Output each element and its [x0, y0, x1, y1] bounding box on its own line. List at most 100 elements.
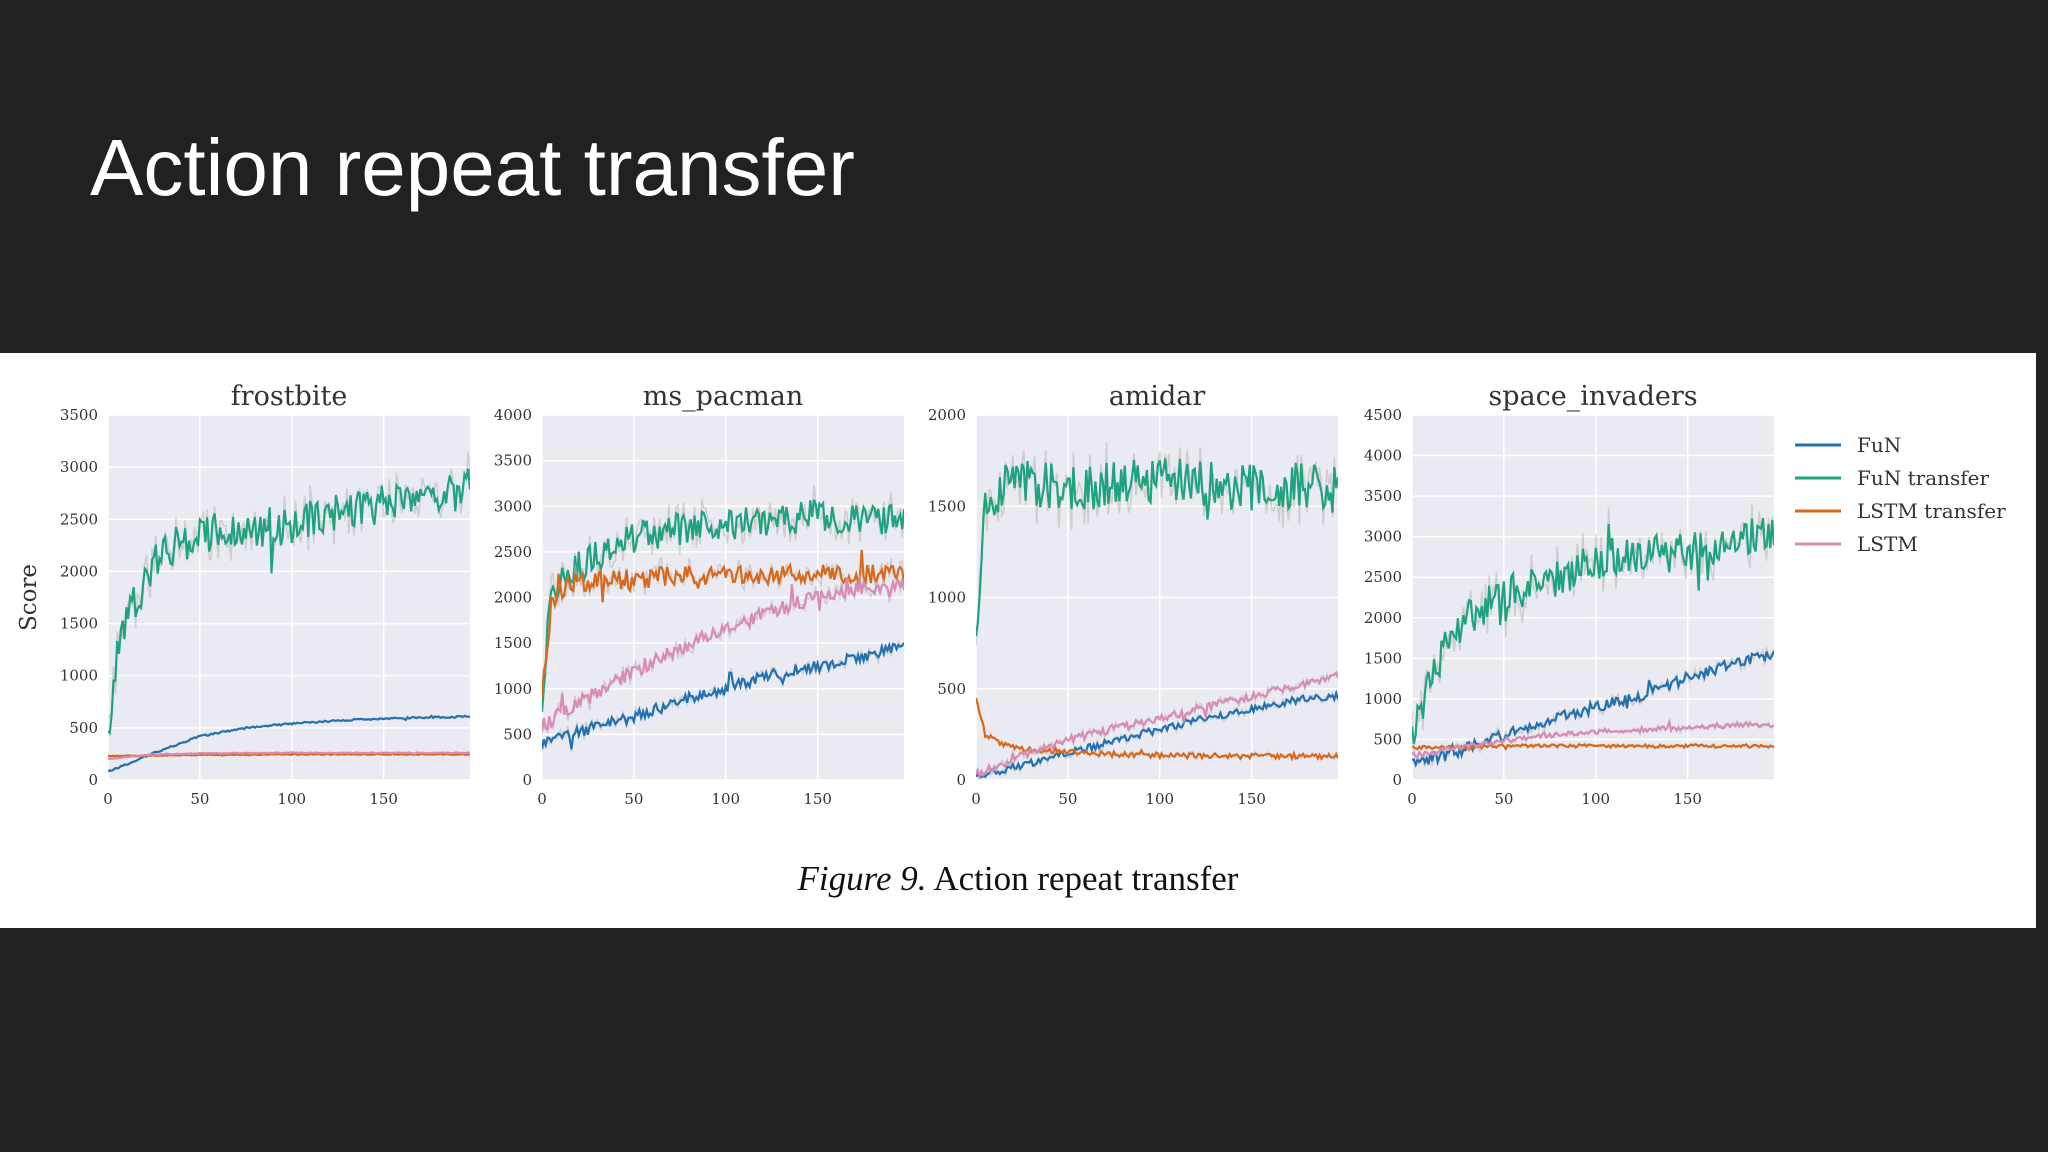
- subplot-title: space_invaders: [1488, 381, 1697, 412]
- subplot-space_invaders: 0 500 1000 1500 2000 2500 3000 3500 4000 4500 0 50 1…: [1364, 381, 1774, 808]
- series-lstm: [108, 751, 470, 761]
- x-tick-label: 50: [1494, 790, 1513, 808]
- x-tick-label: 100: [277, 790, 306, 808]
- subplot-amidar: 0 500 1000 1500 2000 0 50 100 150 amidar: [928, 381, 1338, 808]
- series-line: [1412, 718, 1774, 758]
- series-fun: [1412, 647, 1774, 769]
- x-tick-label: 100: [1145, 790, 1174, 808]
- series-lstm: [542, 574, 904, 735]
- y-tick-label: 0: [1392, 771, 1402, 789]
- series-lstm: [1412, 718, 1774, 760]
- series-line: [976, 458, 1338, 637]
- x-tick-label: 0: [103, 790, 113, 808]
- series-line: [1412, 650, 1774, 769]
- caption-label: Figure 9.: [797, 859, 927, 898]
- y-tick-label: 2500: [60, 510, 98, 528]
- series-lstm-transfer: [108, 751, 470, 758]
- y-tick-label: 1500: [60, 615, 98, 633]
- y-tick-label: 0: [88, 771, 98, 789]
- series-line: [108, 751, 470, 761]
- x-tick-label: 150: [803, 790, 832, 808]
- y-tick-label: 0: [956, 771, 966, 789]
- y-tick-label: 3500: [60, 406, 98, 424]
- figure-panel: 0 500 1000 1500 2000 2500 3000 3500 0 50 100 150 fro…: [0, 353, 2036, 928]
- legend-label: FuN: [1857, 433, 1901, 457]
- y-tick-label: 1000: [60, 667, 98, 685]
- x-tick-label: 150: [1673, 790, 1702, 808]
- x-tick-label: 0: [537, 790, 547, 808]
- subplot-title: ms_pacman: [643, 381, 804, 412]
- subplot-frostbite: 0 500 1000 1500 2000 2500 3000 3500 0 50 100 150 fro…: [16, 381, 470, 808]
- series-fun: [108, 714, 470, 773]
- subplot-title: frostbite: [231, 381, 348, 412]
- series-line: [976, 670, 1338, 780]
- series-fun: [976, 689, 1338, 780]
- figure-caption: Figure 9. Action repeat transfer: [0, 859, 2036, 899]
- legend-label: LSTM transfer: [1857, 499, 2006, 523]
- y-tick-label: 500: [1373, 730, 1402, 748]
- series-line: [542, 499, 904, 713]
- series-lstm: [976, 670, 1338, 780]
- x-tick-label: 0: [1407, 790, 1417, 808]
- x-tick-label: 0: [971, 790, 981, 808]
- y-tick-label: 3000: [60, 458, 98, 476]
- series-lstm-transfer: [1412, 741, 1774, 753]
- slide-title: Action repeat transfer: [90, 123, 855, 212]
- y-tick-label: 0: [522, 771, 532, 789]
- series-line: [108, 751, 470, 758]
- y-tick-label: 2000: [1364, 609, 1402, 627]
- y-tick-label: 2000: [928, 406, 966, 424]
- plot-area: [1412, 415, 1774, 780]
- x-tick-label: 50: [1058, 790, 1077, 808]
- series-line: [542, 641, 904, 750]
- legend: FuN FuN transfer LSTM transfer LSTM: [1795, 433, 2006, 556]
- subplot-title: amidar: [1109, 381, 1206, 412]
- y-tick-label: 500: [937, 680, 966, 698]
- y-tick-label: 3000: [1364, 528, 1402, 546]
- legend-label: FuN transfer: [1857, 466, 1990, 490]
- x-tick-label: 150: [369, 790, 398, 808]
- y-tick-label: 500: [503, 725, 532, 743]
- series-line: [1412, 742, 1774, 752]
- y-tick-label: 1000: [928, 589, 966, 607]
- series-line: [976, 689, 1338, 779]
- y-tick-label: 2000: [494, 589, 532, 607]
- y-tick-label: 1500: [928, 497, 966, 515]
- y-tick-label: 3000: [494, 497, 532, 515]
- y-tick-label: 2000: [60, 562, 98, 580]
- y-tick-label: 2500: [1364, 568, 1402, 586]
- caption-text: Action repeat transfer: [933, 859, 1239, 898]
- series-fun-transfer: [542, 485, 904, 713]
- y-tick-label: 4500: [1364, 406, 1402, 424]
- subplot-ms_pacman: 0 500 1000 1500 2000 2500 3000 3500 4000 0 50 100 15…: [494, 381, 904, 808]
- series-line: [1412, 518, 1774, 744]
- series-fun: [542, 639, 904, 753]
- y-tick-label: 3500: [1364, 487, 1402, 505]
- x-tick-label: 50: [190, 790, 209, 808]
- series-line: [108, 714, 470, 773]
- legend-label: LSTM: [1857, 532, 1918, 556]
- series-fun-transfer: [108, 452, 470, 736]
- y-tick-label: 1000: [1364, 690, 1402, 708]
- y-tick-label: 4000: [494, 406, 532, 424]
- plot-area: [108, 415, 470, 780]
- x-tick-label: 100: [1581, 790, 1610, 808]
- x-tick-label: 100: [711, 790, 740, 808]
- y-tick-label: 3500: [494, 452, 532, 470]
- series-line: [542, 549, 904, 698]
- y-tick-label: 1000: [494, 680, 532, 698]
- series-fun-transfer: [976, 442, 1338, 646]
- y-axis-label: Score: [16, 564, 42, 631]
- x-tick-label: 50: [624, 790, 643, 808]
- y-tick-label: 4000: [1364, 447, 1402, 465]
- series-fun-transfer: [1412, 503, 1774, 757]
- y-tick-label: 1500: [494, 634, 532, 652]
- series-line: [108, 468, 470, 736]
- series-line: [542, 576, 904, 732]
- y-tick-label: 500: [69, 719, 98, 737]
- series-lstm-transfer: [542, 549, 904, 698]
- x-tick-label: 150: [1237, 790, 1266, 808]
- y-tick-label: 2500: [494, 543, 532, 561]
- y-tick-label: 1500: [1364, 649, 1402, 667]
